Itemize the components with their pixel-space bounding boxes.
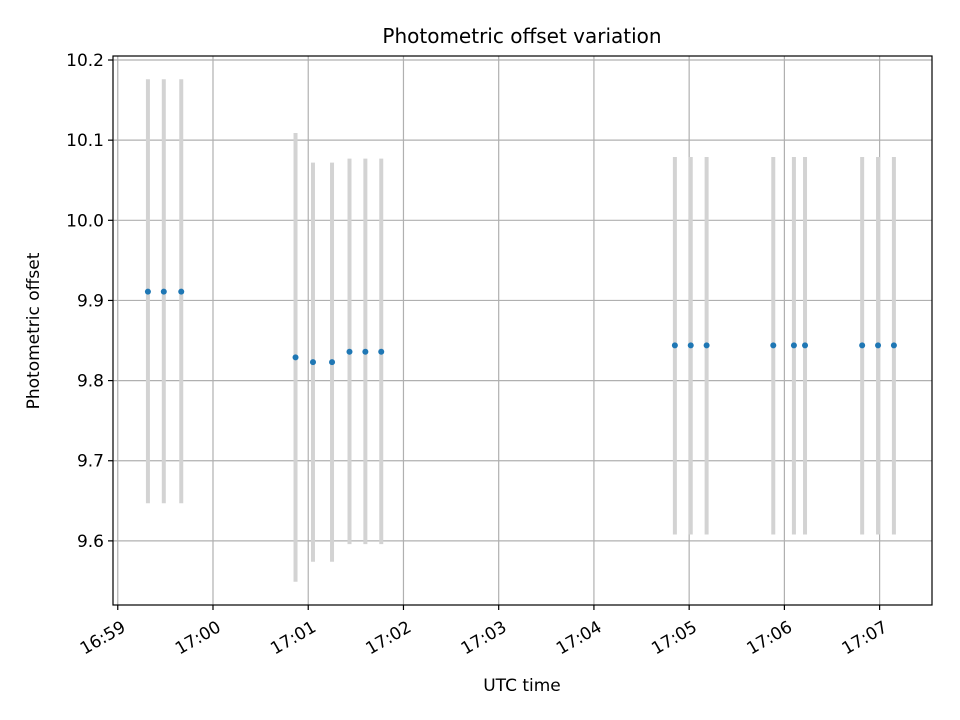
data-point [178, 288, 185, 295]
data-point [346, 348, 353, 355]
data-point [362, 348, 369, 355]
data-point [890, 342, 897, 349]
y-tick-label: 9.8 [77, 372, 104, 392]
data-point [671, 342, 678, 349]
data-point [770, 342, 777, 349]
y-tick-label: 9.6 [77, 532, 104, 552]
chart-title: Photometric offset variation [382, 24, 661, 48]
y-tick-label: 9.9 [77, 291, 104, 311]
y-tick-label: 10.1 [66, 131, 104, 151]
y-tick-label: 10.0 [66, 211, 104, 231]
data-point [875, 342, 882, 349]
data-point [790, 342, 797, 349]
data-point [802, 342, 809, 349]
y-axis-label: Photometric offset [24, 252, 44, 409]
x-axis-label: UTC time [483, 676, 561, 696]
data-points [144, 288, 897, 366]
data-point [703, 342, 710, 349]
y-axis-ticks: 9.6 9.7 9.8 9.9 10.0 10.1 10.2 [66, 51, 113, 552]
data-point [160, 288, 167, 295]
data-point [687, 342, 694, 349]
data-point [292, 354, 299, 361]
y-tick-label: 10.2 [66, 51, 104, 71]
data-point [378, 348, 385, 355]
data-point [144, 288, 151, 295]
data-point [309, 359, 316, 366]
data-point [859, 342, 866, 349]
plot-frame [112, 55, 933, 606]
y-tick-label: 9.7 [77, 452, 104, 472]
data-point [329, 359, 336, 366]
